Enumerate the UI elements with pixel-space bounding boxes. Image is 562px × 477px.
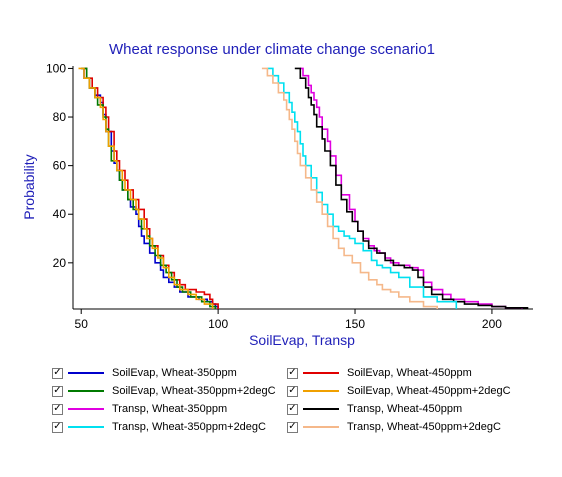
series-line-4 bbox=[78, 67, 214, 309]
legend-item[interactable]: ✓ SoilEvap, Wheat-450ppm bbox=[287, 365, 472, 381]
legend-label: Transp, Wheat-450ppm+2degC bbox=[347, 421, 501, 433]
y-tick-label: 100 bbox=[46, 61, 66, 75]
series-line-2 bbox=[84, 67, 219, 309]
legend-swatch bbox=[68, 372, 104, 374]
series-line-6 bbox=[294, 67, 529, 309]
legend-swatch bbox=[68, 408, 104, 410]
plot-area: 20 40 60 80 100 50 100 150 200 bbox=[46, 61, 533, 331]
legend-swatch bbox=[303, 408, 339, 410]
legend-checkbox[interactable]: ✓ bbox=[287, 385, 298, 397]
y-tick-label: 60 bbox=[53, 159, 67, 173]
legend-checkbox[interactable]: ✓ bbox=[52, 403, 63, 415]
legend-checkbox[interactable]: ✓ bbox=[287, 403, 298, 415]
series-line-8 bbox=[261, 67, 438, 309]
legend-label: SoilEvap, Wheat-350ppm bbox=[112, 367, 237, 379]
series-line-3 bbox=[81, 67, 217, 309]
legend-item[interactable]: ✓ Transp, Wheat-350ppm+2degC bbox=[52, 419, 266, 435]
series-line-5 bbox=[300, 67, 523, 309]
chart-title: Wheat response under climate change scen… bbox=[109, 41, 435, 58]
y-tick-label: 80 bbox=[53, 110, 67, 124]
x-tick-label: 200 bbox=[482, 317, 502, 331]
legend-item[interactable]: ✓ SoilEvap, Wheat-450ppm+2degC bbox=[287, 383, 511, 399]
legend-label: Transp, Wheat-350ppm+2degC bbox=[112, 421, 266, 433]
legend-item[interactable]: ✓ SoilEvap, Wheat-350ppm bbox=[52, 365, 237, 381]
legend-checkbox[interactable]: ✓ bbox=[287, 367, 298, 379]
legend-label: Transp, Wheat-450ppm bbox=[347, 403, 463, 415]
y-axis-label: Probability bbox=[21, 154, 37, 219]
y-tick-label: 20 bbox=[53, 256, 67, 270]
legend-checkbox[interactable]: ✓ bbox=[52, 385, 63, 397]
legend-checkbox[interactable]: ✓ bbox=[52, 367, 63, 379]
x-tick-label: 100 bbox=[208, 317, 228, 331]
legend-item[interactable]: ✓ SoilEvap, Wheat-350ppm+2degC bbox=[52, 383, 276, 399]
legend-swatch bbox=[303, 390, 339, 392]
x-axis-label: SoilEvap, Transp bbox=[249, 332, 355, 348]
legend-swatch bbox=[68, 390, 104, 392]
x-tick-label: 50 bbox=[75, 317, 89, 331]
x-tick-label: 150 bbox=[345, 317, 365, 331]
legend-swatch bbox=[68, 426, 104, 428]
legend-checkbox[interactable]: ✓ bbox=[52, 421, 63, 433]
legend-label: SoilEvap, Wheat-450ppm+2degC bbox=[347, 385, 511, 397]
series-line-7 bbox=[267, 67, 458, 309]
legend-swatch bbox=[303, 372, 339, 374]
legend-item[interactable]: ✓ Transp, Wheat-350ppm bbox=[52, 401, 227, 417]
legend-swatch bbox=[303, 426, 339, 428]
legend-item[interactable]: ✓ Transp, Wheat-450ppm+2degC bbox=[287, 419, 501, 435]
y-tick-label: 40 bbox=[53, 207, 67, 221]
legend-checkbox[interactable]: ✓ bbox=[287, 421, 298, 433]
legend-label: Transp, Wheat-350ppm bbox=[112, 403, 228, 415]
legend-item[interactable]: ✓ Transp, Wheat-450ppm bbox=[287, 401, 462, 417]
chart: Wheat response under climate change scen… bbox=[21, 41, 533, 348]
legend-label: SoilEvap, Wheat-450ppm bbox=[347, 367, 472, 379]
legend-label: SoilEvap, Wheat-350ppm+2degC bbox=[112, 385, 276, 397]
